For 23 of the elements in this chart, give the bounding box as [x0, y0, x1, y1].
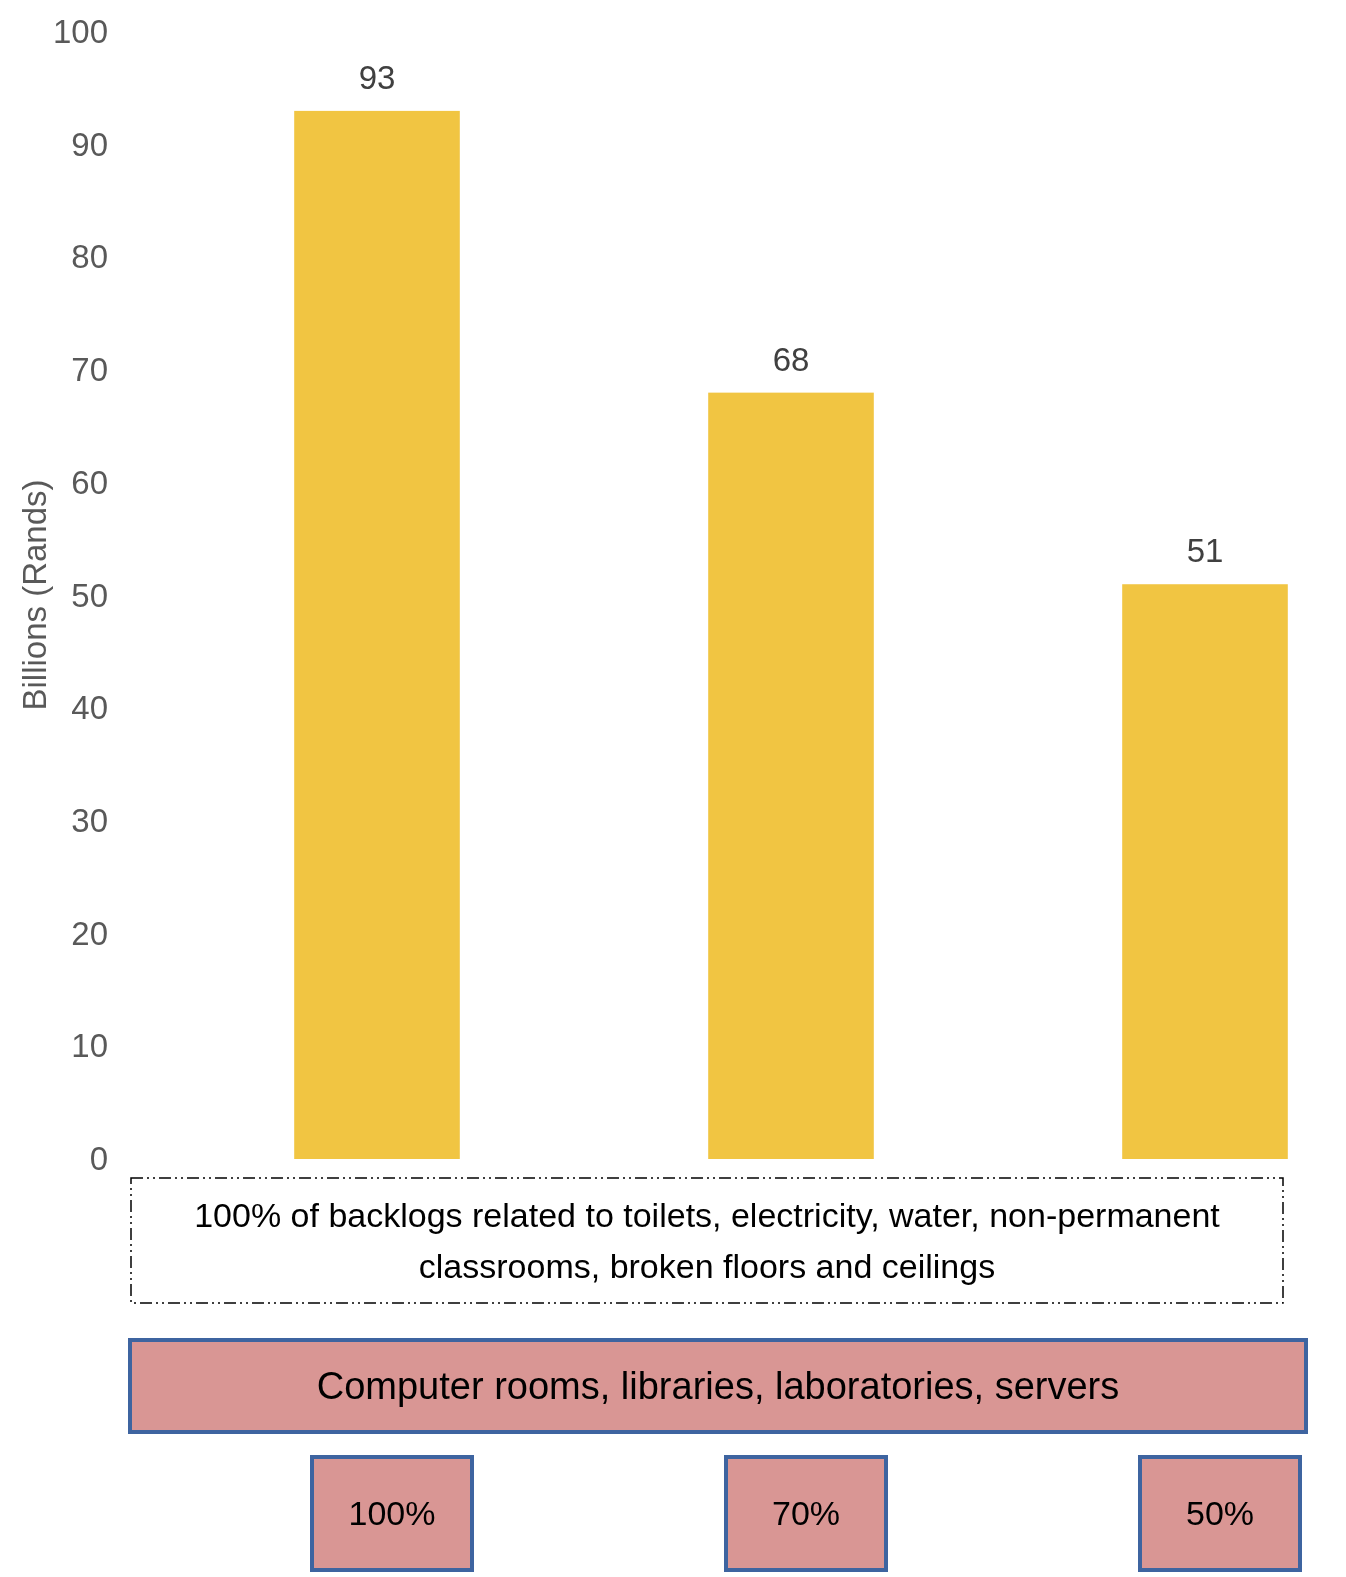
text: 70%: [771, 1493, 841, 1532]
y-tick-label: 80: [71, 238, 108, 276]
data-label: 68: [772, 340, 810, 378]
data-label: 93: [358, 58, 396, 96]
text: 100%: [348, 1493, 436, 1532]
y-tick-label: 50: [71, 576, 108, 614]
y-tick-label: 90: [71, 125, 108, 163]
text: 100% of backlogs related to toilets, electricity, water, non-permanent classrooms, broken floors and ceilings: [194, 1195, 1221, 1285]
y-tick-label: 30: [71, 801, 108, 839]
y-tick-label: 100: [52, 13, 108, 51]
y-tick-label: 20: [71, 914, 108, 952]
data-label: 51: [1186, 532, 1224, 570]
bar: [294, 110, 460, 1159]
text: Computer rooms, libraries, laboratories, servers: [316, 1365, 1120, 1408]
bar: [708, 392, 874, 1159]
bar: [1122, 584, 1288, 1159]
y-tick-label: 0: [89, 1140, 108, 1178]
y-tick-label: 60: [71, 463, 108, 501]
y-tick-label: 40: [71, 689, 108, 727]
y-tick-label: 10: [71, 1027, 108, 1065]
y-axis-title: Billions (Rands): [16, 479, 53, 711]
text: 50%: [1185, 1493, 1255, 1532]
y-tick-label: 70: [71, 351, 108, 389]
